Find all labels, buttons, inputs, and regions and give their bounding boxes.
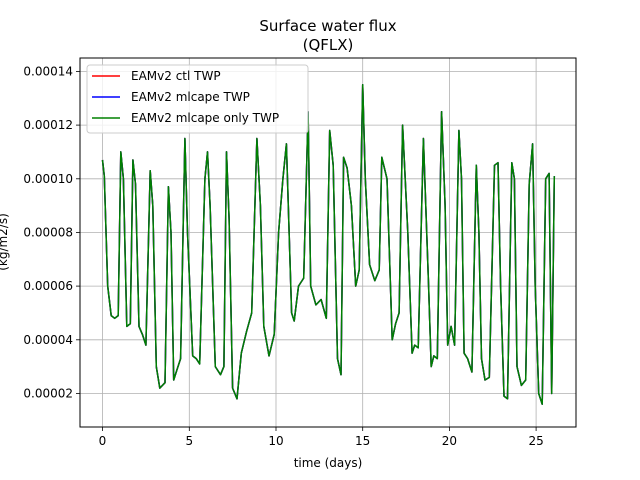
x-tick-label: 20 [442, 434, 457, 448]
series-lines [101, 84, 556, 405]
series-line-3 [101, 84, 556, 405]
y-tick-label: 0.00006 [23, 279, 73, 293]
y-axis-ticks: 0.00002 0.00004 0.00006 0.00008 0.00010 0.000… [23, 64, 80, 401]
y-tick-label: 0.00012 [23, 118, 73, 132]
legend: EAMv2 ctl TWP EAMv2 mlcape TWP EAMv2 mlcap… [86, 64, 309, 134]
legend-label-2: EAMv2 mlcape TWP [131, 90, 250, 104]
plot-frame [79, 57, 577, 428]
y-axis-label: (kg/m2/s) [0, 213, 10, 271]
x-tick-label: 15 [355, 434, 370, 448]
x-tick-label: 10 [268, 434, 283, 448]
y-tick-label: 0.00010 [23, 172, 73, 186]
x-tick-label: 0 [99, 434, 107, 448]
y-tick-label: 0.00002 [23, 387, 73, 401]
legend-label-3: EAMv2 mlcape only TWP [131, 111, 279, 125]
chart-title-line2: (QFLX) [303, 36, 354, 54]
chart-title-line1: Surface water flux [259, 17, 396, 35]
x-tick-label: 5 [185, 434, 193, 448]
y-tick-label: 0.00004 [23, 333, 73, 347]
y-tick-label: 0.00014 [23, 64, 73, 78]
x-axis-ticks: 0 5 10 15 20 25 [99, 427, 544, 448]
y-tick-label: 0.00008 [23, 225, 73, 239]
legend-label-1: EAMv2 ctl TWP [131, 69, 221, 83]
x-tick-label: 25 [528, 434, 543, 448]
x-axis-label: time (days) [294, 456, 363, 470]
legend-box [86, 64, 309, 134]
